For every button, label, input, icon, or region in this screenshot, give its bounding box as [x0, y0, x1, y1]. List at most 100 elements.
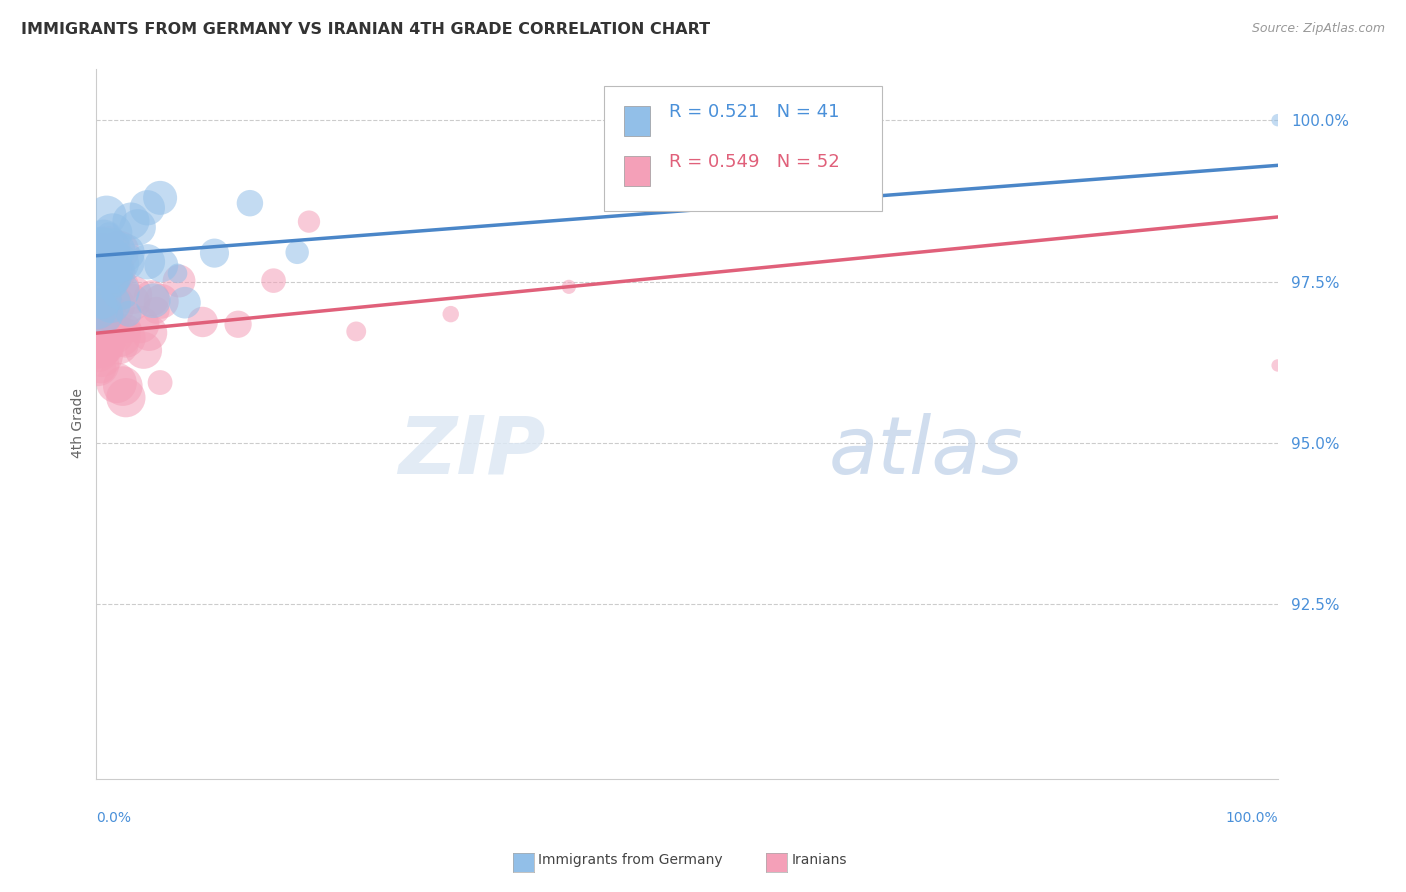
Point	[104, 265, 127, 279]
Point	[101, 251, 124, 265]
Point	[103, 326, 125, 341]
Text: ZIP: ZIP	[398, 413, 546, 491]
Point	[101, 226, 124, 240]
Point	[98, 273, 121, 287]
Text: 100.0%: 100.0%	[1225, 811, 1278, 824]
Point	[120, 214, 142, 228]
Point	[91, 337, 114, 351]
Point	[110, 284, 132, 298]
Text: Immigrants from Germany: Immigrants from Germany	[538, 853, 723, 867]
Point	[239, 196, 262, 211]
Point	[100, 241, 122, 255]
Text: R = 0.521   N = 41: R = 0.521 N = 41	[669, 103, 839, 120]
Point	[115, 245, 138, 260]
Point	[100, 296, 122, 310]
Point	[191, 315, 214, 329]
Point	[97, 240, 120, 254]
Point	[122, 287, 145, 301]
Point	[1267, 113, 1289, 128]
Point	[1267, 359, 1289, 373]
Point	[129, 318, 152, 332]
Point	[98, 261, 121, 276]
Point	[226, 317, 249, 331]
Point	[86, 301, 108, 316]
Point	[87, 340, 110, 354]
Point	[166, 266, 188, 280]
Point	[86, 358, 108, 372]
Point	[344, 325, 367, 339]
Point	[96, 329, 118, 343]
Point	[90, 361, 112, 376]
Point	[87, 241, 110, 255]
Point	[142, 293, 165, 308]
Point	[86, 311, 108, 326]
Point	[87, 265, 110, 279]
Point	[93, 315, 115, 329]
Point	[136, 254, 159, 268]
Point	[204, 246, 226, 260]
Point	[149, 376, 172, 390]
Point	[86, 343, 108, 358]
Point	[141, 291, 163, 305]
Point	[132, 343, 155, 358]
Point	[89, 249, 111, 263]
Point	[107, 337, 129, 351]
Point	[111, 279, 134, 293]
Point	[115, 331, 138, 345]
Point	[115, 321, 138, 335]
Point	[97, 320, 120, 334]
Point	[112, 263, 135, 277]
Point	[676, 165, 699, 179]
Point	[150, 294, 173, 309]
Point	[101, 263, 124, 277]
Point	[108, 244, 131, 258]
Point	[120, 295, 142, 310]
Text: Iranians: Iranians	[792, 853, 846, 867]
Point	[90, 292, 112, 306]
Text: Source: ZipAtlas.com: Source: ZipAtlas.com	[1251, 22, 1385, 36]
Point	[440, 307, 463, 321]
Text: atlas: atlas	[828, 413, 1024, 491]
Point	[138, 326, 160, 340]
Y-axis label: 4th Grade: 4th Grade	[72, 389, 86, 458]
Point	[100, 270, 122, 285]
Point	[87, 263, 110, 277]
Point	[93, 275, 115, 289]
Point	[96, 209, 118, 223]
Point	[90, 334, 112, 348]
FancyBboxPatch shape	[624, 156, 651, 186]
FancyBboxPatch shape	[605, 87, 882, 211]
Point	[558, 280, 581, 294]
Point	[90, 240, 112, 254]
Text: 0.0%: 0.0%	[97, 811, 131, 824]
Point	[91, 307, 114, 321]
Point	[91, 247, 114, 261]
Point	[136, 201, 159, 215]
Point	[93, 233, 115, 247]
Text: R = 0.549   N = 52: R = 0.549 N = 52	[669, 153, 839, 170]
Point	[103, 299, 125, 313]
Point	[103, 267, 125, 281]
Point	[149, 191, 172, 205]
Point	[263, 274, 285, 288]
Point	[86, 332, 108, 346]
Point	[111, 379, 134, 393]
Point	[86, 301, 108, 316]
Point	[93, 303, 115, 318]
Point	[167, 274, 190, 288]
Point	[86, 306, 108, 320]
Point	[174, 295, 197, 310]
Point	[117, 307, 139, 321]
Point	[86, 319, 108, 334]
Point	[115, 391, 138, 405]
Text: IMMIGRANTS FROM GERMANY VS IRANIAN 4TH GRADE CORRELATION CHART: IMMIGRANTS FROM GERMANY VS IRANIAN 4TH G…	[21, 22, 710, 37]
Point	[90, 339, 112, 353]
Point	[150, 258, 173, 272]
FancyBboxPatch shape	[624, 106, 651, 136]
Point	[127, 220, 149, 235]
Point	[145, 303, 167, 318]
Point	[115, 254, 138, 268]
Point	[108, 256, 131, 270]
Point	[105, 376, 128, 390]
Point	[90, 349, 112, 363]
